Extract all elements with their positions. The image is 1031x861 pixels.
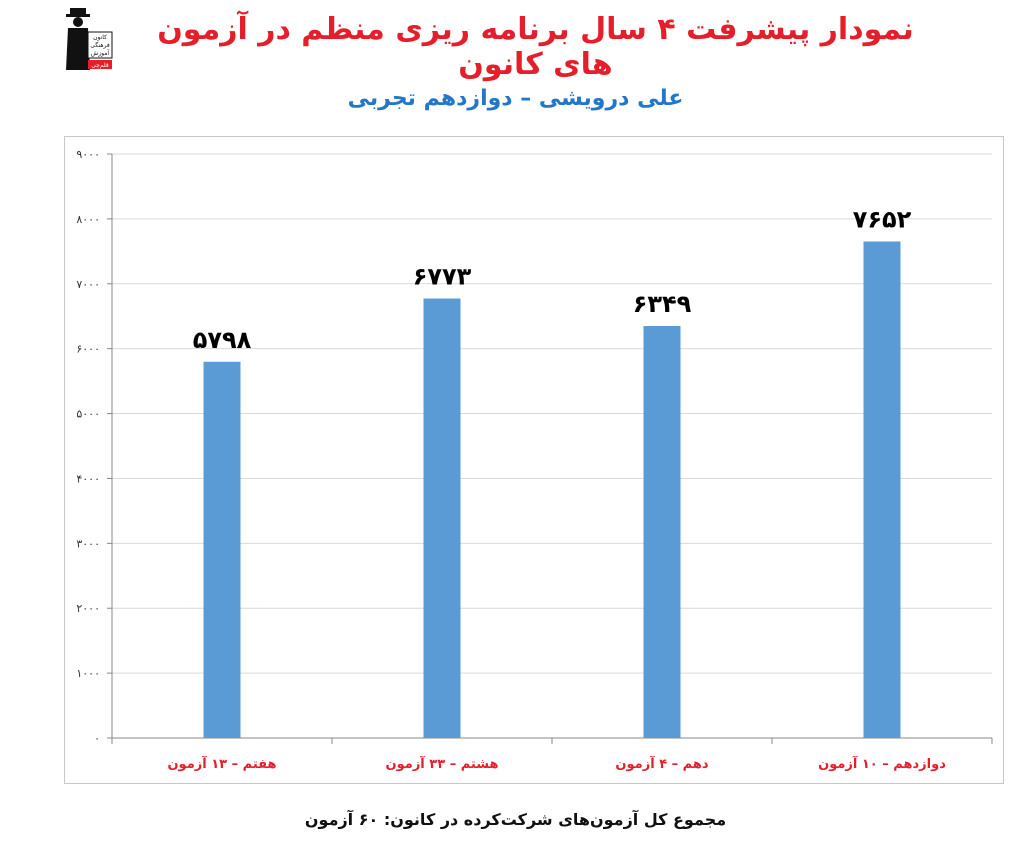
chart-frame (64, 136, 1004, 784)
logo-line-2: فرهنگی (90, 41, 110, 49)
logo: کانون فرهنگی آموزش قلم‌چی (60, 6, 114, 72)
chart-title: نمودار پیشرفت ۴ سال برنامه ریزی منظم در … (157, 12, 914, 82)
y-tick-label: ۲۰۰۰ (76, 602, 100, 615)
category-label: هفتم – ۱۳ آزمون (167, 755, 276, 772)
category-label: دوازدهم – ۱۰ آزمون (818, 755, 946, 772)
bar-value-label: ۶۳۴۹ (633, 290, 692, 318)
y-tick-label: ۸۰۰۰ (76, 213, 100, 226)
bar (863, 241, 901, 738)
y-tick-label: ۶۰۰۰ (76, 343, 100, 356)
bar (643, 326, 681, 738)
logo-tag: قلم‌چی (91, 62, 109, 69)
footer-note: مجموع کل آزمون‌های شرکت‌کرده در کانون: ۶… (304, 810, 727, 829)
chart-subtitle: علی درویشی – دوازدهم تجربی (347, 86, 684, 111)
bar-value-label: ۷۶۵۲ (853, 205, 912, 233)
category-label: دهم – ۴ آزمون (615, 755, 708, 772)
bar (203, 361, 241, 738)
y-tick-label: ۴۰۰۰ (76, 472, 100, 485)
logo-line-3: آموزش (91, 48, 110, 57)
y-tick-label: ۱۰۰۰ (76, 667, 100, 680)
logo-figure: کانون فرهنگی آموزش قلم‌چی (66, 8, 113, 70)
bar-value-label: ۵۷۹۸ (193, 326, 252, 354)
y-tick-label: ۹۰۰۰ (76, 148, 100, 161)
y-tick-label: ۵۰۰۰ (76, 408, 100, 421)
bar (423, 298, 461, 738)
category-label: هشتم – ۳۳ آزمون (386, 755, 499, 772)
logo-line-1: کانون (93, 34, 107, 41)
y-tick-label: ۰ (94, 732, 100, 745)
y-tick-label: ۳۰۰۰ (76, 537, 100, 550)
y-tick-label: ۷۰۰۰ (76, 278, 100, 291)
bar-value-label: ۶۷۷۳ (413, 263, 472, 291)
